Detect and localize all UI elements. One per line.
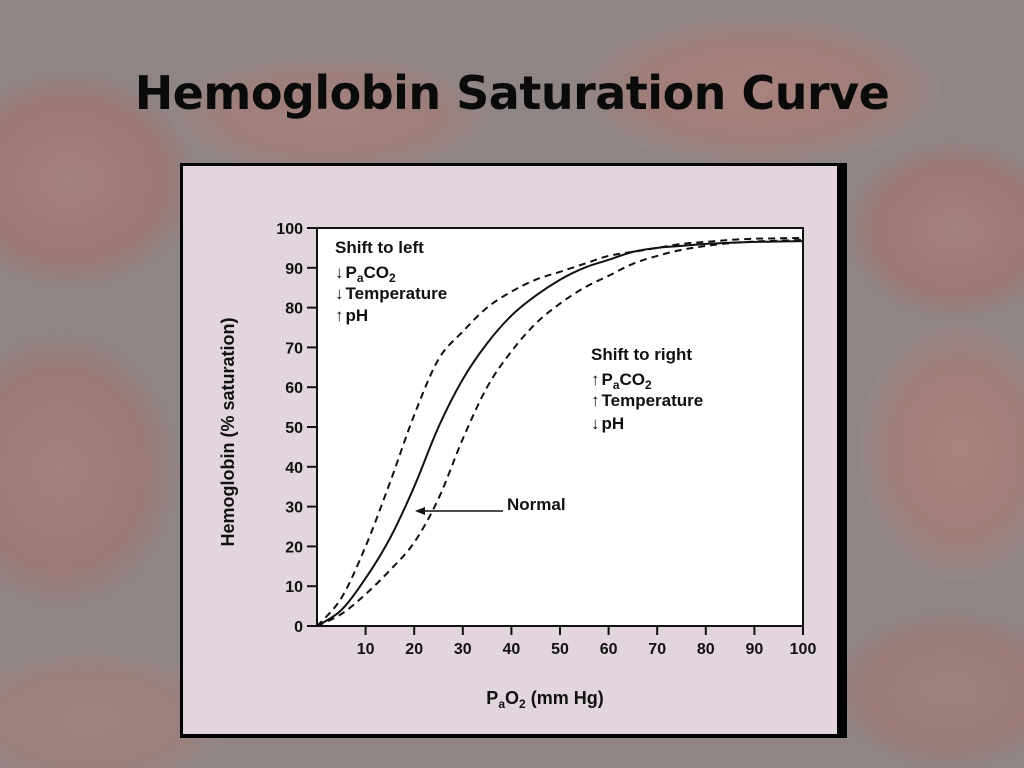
oxygen-dissociation-chart: 0 10 20 30 40 50 60 70 80 90 100 10 20 30 40 50 60 70 80 90… <box>218 221 816 711</box>
y-tick-label: 60 <box>285 380 303 397</box>
shift-right-heading: Shift to right <box>591 345 692 364</box>
normal-callout-arrowhead <box>415 507 425 515</box>
shift-right-item-1: ↑ PaCO2 <box>591 370 652 392</box>
y-tick-label: 40 <box>285 460 303 477</box>
shift-right-item-3: ↓ pH <box>591 414 624 433</box>
y-tick-label: 90 <box>285 261 303 278</box>
shift-right-item-2: ↑ Temperature <box>591 391 703 410</box>
plot-area: 0 10 20 30 40 50 60 70 80 90 100 10 20 30 40 50 60 70 80 90… <box>276 221 816 658</box>
shift-left-heading: Shift to left <box>335 238 424 257</box>
slide-title: Hemoglobin Saturation Curve <box>134 66 890 120</box>
y-tick-label: 10 <box>285 579 303 596</box>
x-tick-label: 50 <box>551 641 569 658</box>
plot-box <box>316 227 804 627</box>
figure-frame: 0 10 20 30 40 50 60 70 80 90 100 10 20 30 40 50 60 70 80 90… <box>180 163 847 738</box>
y-tick-label: 80 <box>285 301 303 318</box>
x-tick-label: 80 <box>697 641 715 658</box>
normal-callout: Normal <box>415 495 566 515</box>
shift-left-item-2: ↓ Temperature <box>335 284 447 303</box>
x-axis-title: PaO2 (mm Hg) <box>486 688 603 711</box>
y-tick-label: 30 <box>285 500 303 517</box>
shift-left-item-3: ↑ pH <box>335 306 368 325</box>
shift-left-annotation: Shift to left ↓ PaCO2 ↓ Temperature ↑ pH <box>335 238 447 325</box>
shift-right-annotation: Shift to right ↑ PaCO2 ↑ Temperature ↓ pH <box>591 345 703 433</box>
shift-left-item-1: ↓ PaCO2 <box>335 263 396 285</box>
x-tick-label: 100 <box>790 641 817 658</box>
x-tick-label: 30 <box>454 641 472 658</box>
y-tick-label: 100 <box>276 221 303 238</box>
y-tick-label: 20 <box>285 539 303 556</box>
series-line-shift-to-left <box>316 236 804 627</box>
y-tick-label: 50 <box>285 420 303 437</box>
normal-label: Normal <box>507 495 566 514</box>
x-tick-label: 90 <box>746 641 764 658</box>
x-tick-label: 60 <box>600 641 618 658</box>
series-line-shift-to-right <box>316 238 804 627</box>
y-axis-title: Hemoglobin (% saturation) <box>218 317 238 546</box>
x-tick-label: 10 <box>357 641 375 658</box>
x-tick-label: 70 <box>648 641 666 658</box>
x-tick-label: 20 <box>405 641 423 658</box>
y-tick-label: 0 <box>294 619 303 636</box>
x-tick-label: 40 <box>503 641 521 658</box>
y-tick-label: 70 <box>285 340 303 357</box>
